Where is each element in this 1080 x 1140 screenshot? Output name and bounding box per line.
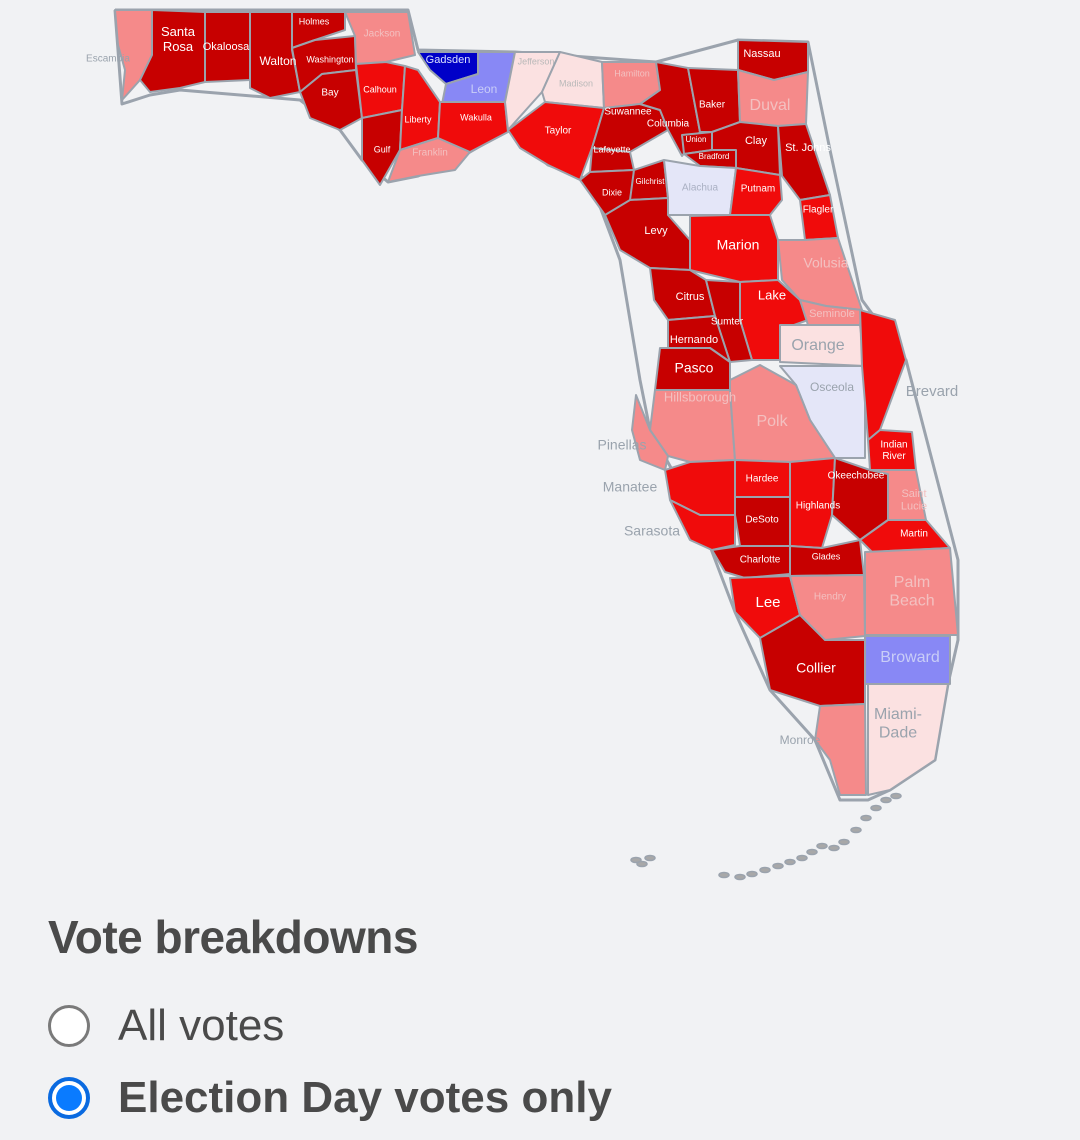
county-label-citrus: Citrus (676, 291, 705, 303)
florida-county-map: Escambia Santa Rosa Okaloosa Walton Holmes Was… (86, 8, 960, 881)
county-label-bay: Bay (321, 88, 338, 99)
county-label-escambia: Escambia (86, 54, 130, 65)
county-label-pinellas: Pinellas (597, 437, 646, 453)
county-label-levy: Levy (644, 225, 668, 237)
election-day-votes-option[interactable]: Election Day votes only (48, 1062, 1048, 1134)
county-label-jackson: Jackson (364, 29, 401, 40)
county-st-johns[interactable] (777, 123, 831, 201)
county-label-okeechobee: Okeechobee (828, 471, 885, 482)
county-label-hernando: Hernando (670, 334, 718, 346)
election-day-votes-radio[interactable] (48, 1077, 90, 1119)
county-label-gadsden: Gadsden (426, 54, 471, 66)
county-label-lake: Lake (758, 287, 786, 302)
county-taylor[interactable] (507, 101, 605, 181)
county-label-leon: Leon (471, 82, 498, 96)
county-monroe[interactable] (814, 703, 867, 796)
county-label-hendry: Hendry (814, 592, 846, 603)
county-label-sumter: Sumter (711, 317, 744, 328)
county-label-monroe: Monroe (780, 733, 821, 747)
county-label-hillsborough: Hillsborough (664, 389, 736, 404)
county-label-okaloosa: Okaloosa (203, 41, 250, 53)
county-label-nassau: Nassau (743, 48, 780, 60)
county-label-highlands: Highlands (796, 501, 840, 512)
county-label-clay: Clay (745, 135, 768, 147)
florida-map-svg: Escambia Santa Rosa Okaloosa Walton Holmes Was… (86, 8, 960, 881)
county-label-glades: Glades (812, 551, 841, 561)
all-votes-label: All votes (118, 1001, 285, 1050)
county-label-hardee: Hardee (746, 474, 779, 485)
county-label-union: Union (686, 135, 707, 144)
county-label-calhoun: Calhoun (363, 84, 397, 94)
county-label-indian-river: Indian River (880, 439, 907, 462)
county-indian-river[interactable] (867, 429, 917, 471)
county-brevard[interactable] (859, 309, 907, 441)
counties-layer (114, 9, 959, 796)
county-label-dixie: Dixie (602, 187, 622, 197)
county-label-bradford: Bradford (699, 152, 730, 161)
county-label-martin: Martin (900, 529, 928, 540)
florida-keys (630, 792, 902, 881)
county-sarasota[interactable] (669, 499, 736, 551)
county-label-taylor: Taylor (545, 126, 572, 137)
county-label-jefferson: Jefferson (518, 56, 555, 66)
election-day-votes-label: Election Day votes only (118, 1073, 612, 1122)
county-label-desoto: DeSoto (745, 515, 779, 526)
county-label-sarasota: Sarasota (624, 523, 680, 539)
vote-breakdowns-title: Vote breakdowns (48, 911, 418, 963)
county-label-polk: Polk (756, 413, 788, 430)
county-label-orange: Orange (791, 337, 844, 354)
county-label-alachua: Alachua (682, 183, 719, 194)
county-label-collier: Collier (796, 660, 836, 676)
county-label-baker: Baker (699, 100, 726, 111)
county-label-pasco: Pasco (675, 360, 714, 376)
county-label-putnam: Putnam (741, 184, 775, 195)
county-label-volusia: Volusia (803, 255, 848, 271)
county-label-hamilton: Hamilton (614, 68, 650, 78)
county-jefferson[interactable] (504, 51, 561, 131)
county-glades[interactable] (789, 539, 865, 577)
county-label-liberty: Liberty (404, 114, 432, 124)
county-labels-layer: Escambia Santa Rosa Okaloosa Walton Holmes Was… (86, 16, 958, 747)
county-collier[interactable] (759, 614, 866, 707)
county-gulf[interactable] (361, 109, 403, 186)
county-label-gulf: Gulf (374, 144, 391, 154)
county-label-lafayette: Lafayette (593, 144, 630, 154)
county-label-suwannee: Suwannee (604, 107, 652, 118)
county-label-miami-dade: Miami-Dade (874, 706, 922, 741)
county-label-flagler: Flagler (803, 205, 834, 216)
county-label-brevard: Brevard (906, 383, 959, 400)
county-putnam[interactable] (729, 167, 783, 216)
county-label-manatee: Manatee (603, 479, 658, 495)
county-label-columbia: Columbia (647, 119, 690, 130)
county-palm-beach[interactable] (864, 547, 959, 636)
county-label-lee: Lee (755, 594, 780, 611)
all-votes-option[interactable]: All votes (48, 990, 1048, 1062)
county-label-gilchrist: Gilchrist (636, 177, 666, 186)
county-label-santa-rosa: Santa Rosa (161, 24, 196, 54)
county-label-marion: Marion (717, 237, 760, 253)
county-flagler[interactable] (799, 194, 839, 241)
county-miami-dade[interactable] (867, 683, 949, 796)
county-label-washington: Washington (306, 54, 353, 64)
county-wakulla[interactable] (437, 101, 509, 153)
county-label-seminole: Seminole (809, 308, 855, 320)
county-label-franklin: Franklin (412, 148, 448, 159)
county-label-broward: Broward (880, 649, 940, 666)
county-label-walton: Walton (260, 54, 297, 68)
county-label-duval: Duval (750, 97, 791, 114)
county-label-holmes: Holmes (299, 16, 330, 26)
county-label-st-johns: St. Johns (785, 142, 831, 154)
all-votes-radio[interactable] (48, 1005, 90, 1047)
county-label-wakulla: Wakulla (460, 112, 492, 122)
vote-breakdowns-panel: Vote breakdowns All votes Election Day v… (48, 910, 1048, 1134)
county-label-osceola: Osceola (810, 380, 854, 394)
county-label-st-lucie: Saint Lucie (901, 488, 927, 513)
county-label-madison: Madison (559, 78, 593, 88)
county-label-charlotte: Charlotte (740, 555, 781, 566)
county-holmes[interactable] (291, 11, 346, 49)
county-pasco[interactable] (654, 347, 731, 391)
county-liberty[interactable] (399, 65, 441, 151)
county-label-palm-beach: Palm Beach (889, 574, 934, 609)
